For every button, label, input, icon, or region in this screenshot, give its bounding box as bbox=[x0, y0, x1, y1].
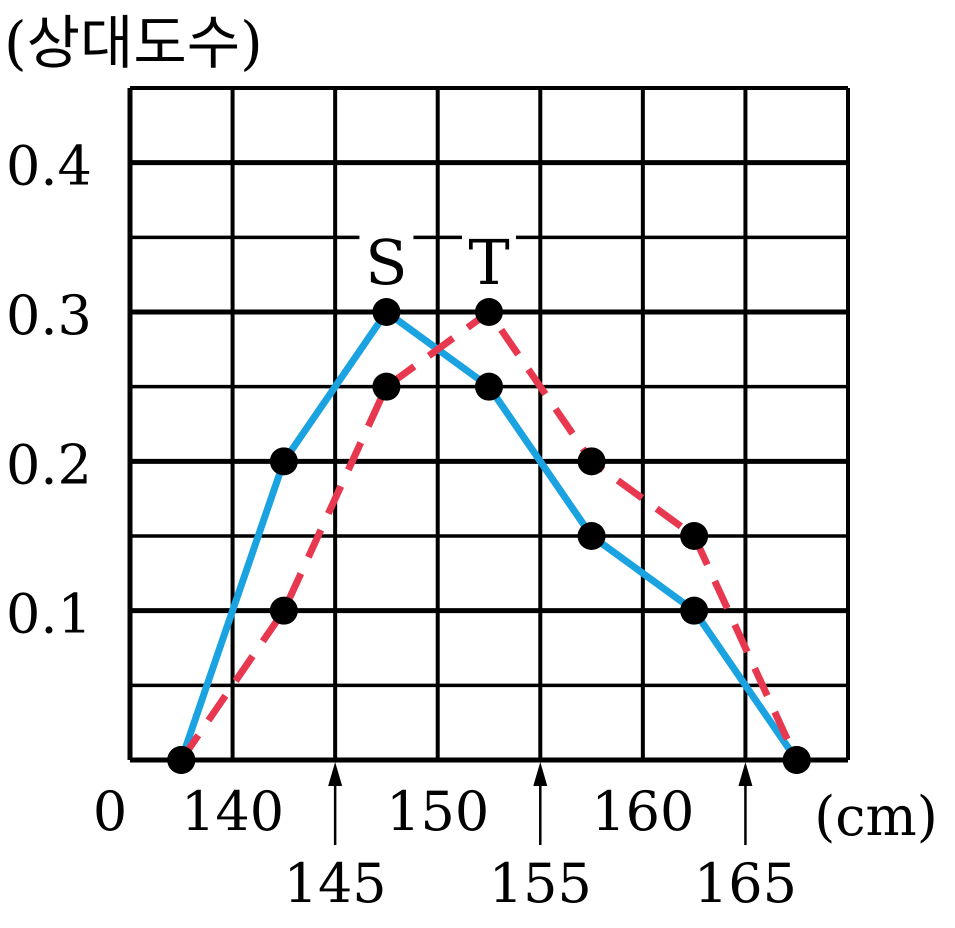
x-axis-unit: (cm) bbox=[814, 785, 938, 848]
tick-arrow-head bbox=[533, 762, 548, 786]
grid bbox=[127, 86, 850, 763]
data-point-T bbox=[269, 596, 298, 625]
data-point-T bbox=[475, 298, 503, 326]
series-label-bg bbox=[359, 234, 414, 294]
data-point-T bbox=[782, 746, 811, 774]
data-point-S bbox=[372, 298, 401, 326]
tick-arrows bbox=[328, 762, 753, 845]
data-point-T bbox=[680, 522, 709, 550]
y-axis-label: (상대도수) bbox=[4, 9, 263, 77]
y-tick-label: 0.1 bbox=[6, 583, 92, 646]
series-label-S: S bbox=[365, 226, 407, 299]
y-tick-label: 0.4 bbox=[6, 135, 92, 198]
series-label-bg bbox=[462, 234, 516, 294]
series-layer bbox=[167, 298, 811, 774]
y-tick-label: 0.3 bbox=[6, 284, 92, 347]
data-point-T bbox=[167, 746, 196, 774]
series-label-T: T bbox=[468, 226, 509, 299]
x-tick-label: 150 bbox=[386, 780, 489, 843]
data-point-T bbox=[577, 447, 606, 476]
data-point-S bbox=[269, 447, 298, 476]
data-point-S bbox=[680, 596, 709, 625]
y-tick-label: 0.2 bbox=[6, 433, 92, 496]
data-point-S bbox=[475, 372, 503, 401]
data-point-S bbox=[577, 522, 606, 550]
x-tick-label: 160 bbox=[591, 780, 694, 843]
labels-layer: (상대도수) 0.1 0.2 0.3 0.4 0 140 150 160 145 155 165 (cm… bbox=[4, 9, 938, 915]
origin-label: 0 bbox=[93, 780, 127, 843]
x-tick-label: 165 bbox=[694, 852, 797, 915]
data-point-T bbox=[372, 372, 401, 401]
x-tick-label: 155 bbox=[489, 852, 592, 915]
x-tick-label: 140 bbox=[181, 780, 284, 843]
tick-arrow-head bbox=[328, 762, 343, 786]
x-tick-label: 145 bbox=[284, 852, 387, 915]
tick-arrow-head bbox=[738, 762, 753, 786]
